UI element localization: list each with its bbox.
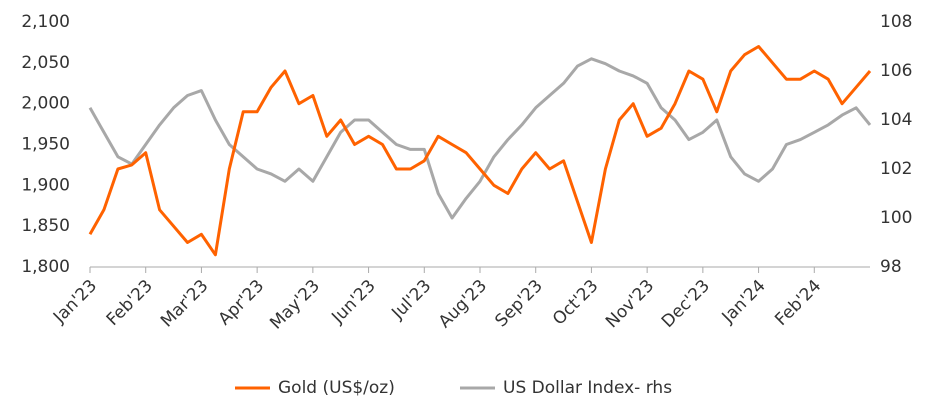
y2-tick-label: 104: [880, 110, 912, 130]
y-tick-label: 1,800: [21, 257, 70, 277]
legend-label: Gold (US$/oz): [278, 378, 395, 398]
legend: Gold (US$/oz) US Dollar Index- rhs: [235, 378, 672, 398]
y-tick-label: 1,900: [21, 175, 70, 195]
series-line: [88, 45, 872, 257]
x-tick-label: Mar'23: [157, 276, 212, 331]
y2-tick-label: 102: [880, 159, 912, 179]
x-tick-label: Feb'24: [771, 276, 825, 330]
x-tick-label: Jun'23: [327, 276, 379, 328]
x-tick-label: Jan'24: [718, 276, 770, 328]
y2-tick-label: 98: [880, 257, 902, 277]
x-tick-label: Nov'23: [602, 276, 658, 332]
x-tick-label: Sep'23: [491, 276, 546, 331]
y2-tick-label: 106: [880, 61, 912, 81]
x-tick-label: Apr'23: [215, 276, 269, 330]
legend-label: US Dollar Index- rhs: [503, 378, 672, 398]
y-tick-label: 2,050: [21, 53, 70, 73]
y-tick-label: 1,950: [21, 135, 70, 155]
y-tick-label: 2,000: [21, 94, 70, 114]
x-tick-label: Jul'23: [387, 276, 435, 324]
y2-tick-label: 108: [880, 12, 912, 32]
y2-tick-label: 100: [880, 208, 912, 228]
x-tick-label: Feb'23: [103, 276, 157, 330]
series-line: [88, 57, 872, 220]
x-tick-label: Oct'23: [549, 276, 603, 330]
x-tick-label: May'23: [266, 276, 324, 334]
x-tick-label: Dec'23: [658, 276, 714, 332]
y-tick-label: 1,850: [21, 216, 70, 236]
y-tick-label: 2,100: [21, 12, 70, 32]
x-tick-label: Aug'23: [435, 276, 491, 332]
x-tick-label: Jan'23: [49, 276, 101, 328]
